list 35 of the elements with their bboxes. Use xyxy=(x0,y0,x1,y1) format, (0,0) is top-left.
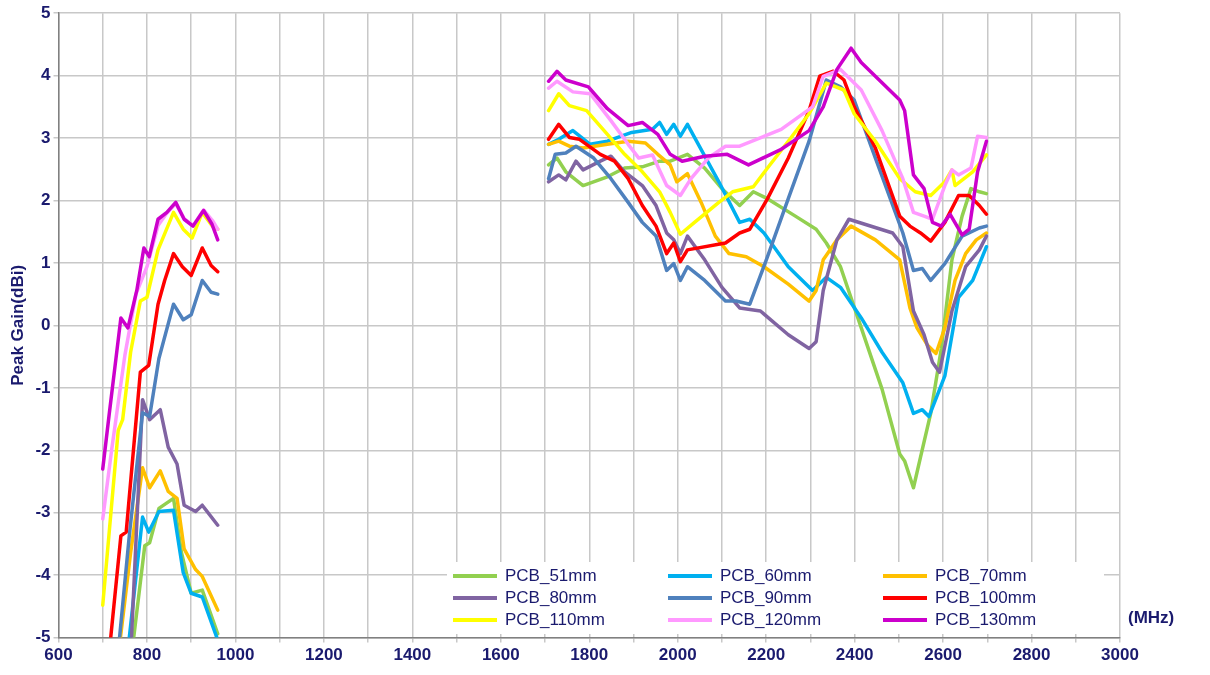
y-tick-label: 1 xyxy=(41,252,51,272)
legend-label: PCB_100mm xyxy=(935,587,1037,608)
y-tick-label: -4 xyxy=(35,564,52,584)
legend-label: PCB_90mm xyxy=(720,587,812,608)
y-tick-label: 3 xyxy=(41,127,51,147)
x-tick-label: 1400 xyxy=(393,645,432,665)
y-tick-label: 5 xyxy=(41,2,51,22)
x-tick-label: 2400 xyxy=(835,645,874,665)
legend-label: PCB_130mm xyxy=(935,609,1037,630)
legend-label: PCB_120mm xyxy=(720,609,822,630)
x-tick-label: 600 xyxy=(44,645,73,665)
legend-label: PCB_51mm xyxy=(505,565,597,586)
y-tick-label: 4 xyxy=(41,65,52,85)
y-tick-label: 2 xyxy=(41,190,51,210)
legend-label: PCB_80mm xyxy=(505,587,597,608)
x-axis-title: (MHz) xyxy=(1128,607,1175,628)
y-tick-label: -5 xyxy=(35,627,51,647)
x-tick-label: 1200 xyxy=(304,645,343,665)
y-tick-label: 0 xyxy=(41,315,51,335)
legend-label: PCB_70mm xyxy=(935,565,1027,586)
x-tick-label: 1000 xyxy=(216,645,255,665)
y-tick-label: -3 xyxy=(35,502,51,522)
y-tick-label: -2 xyxy=(35,439,51,459)
y-axis-title: Peak Gain(dBi) xyxy=(7,264,27,386)
legend-label: PCB_60mm xyxy=(720,565,812,586)
x-tick-label: 2000 xyxy=(658,645,697,665)
x-tick-label: 2600 xyxy=(924,645,962,665)
x-tick-label: 3000 xyxy=(1101,645,1139,665)
y-tick-label: -1 xyxy=(35,377,51,397)
x-tick-label: 1800 xyxy=(570,645,609,665)
x-tick-label: 2800 xyxy=(1012,645,1051,665)
x-tick-label: 2200 xyxy=(747,645,786,665)
x-tick-label: 1600 xyxy=(481,645,520,665)
x-tick-label: 800 xyxy=(132,645,162,665)
legend-label: PCB_110mm xyxy=(505,609,605,630)
